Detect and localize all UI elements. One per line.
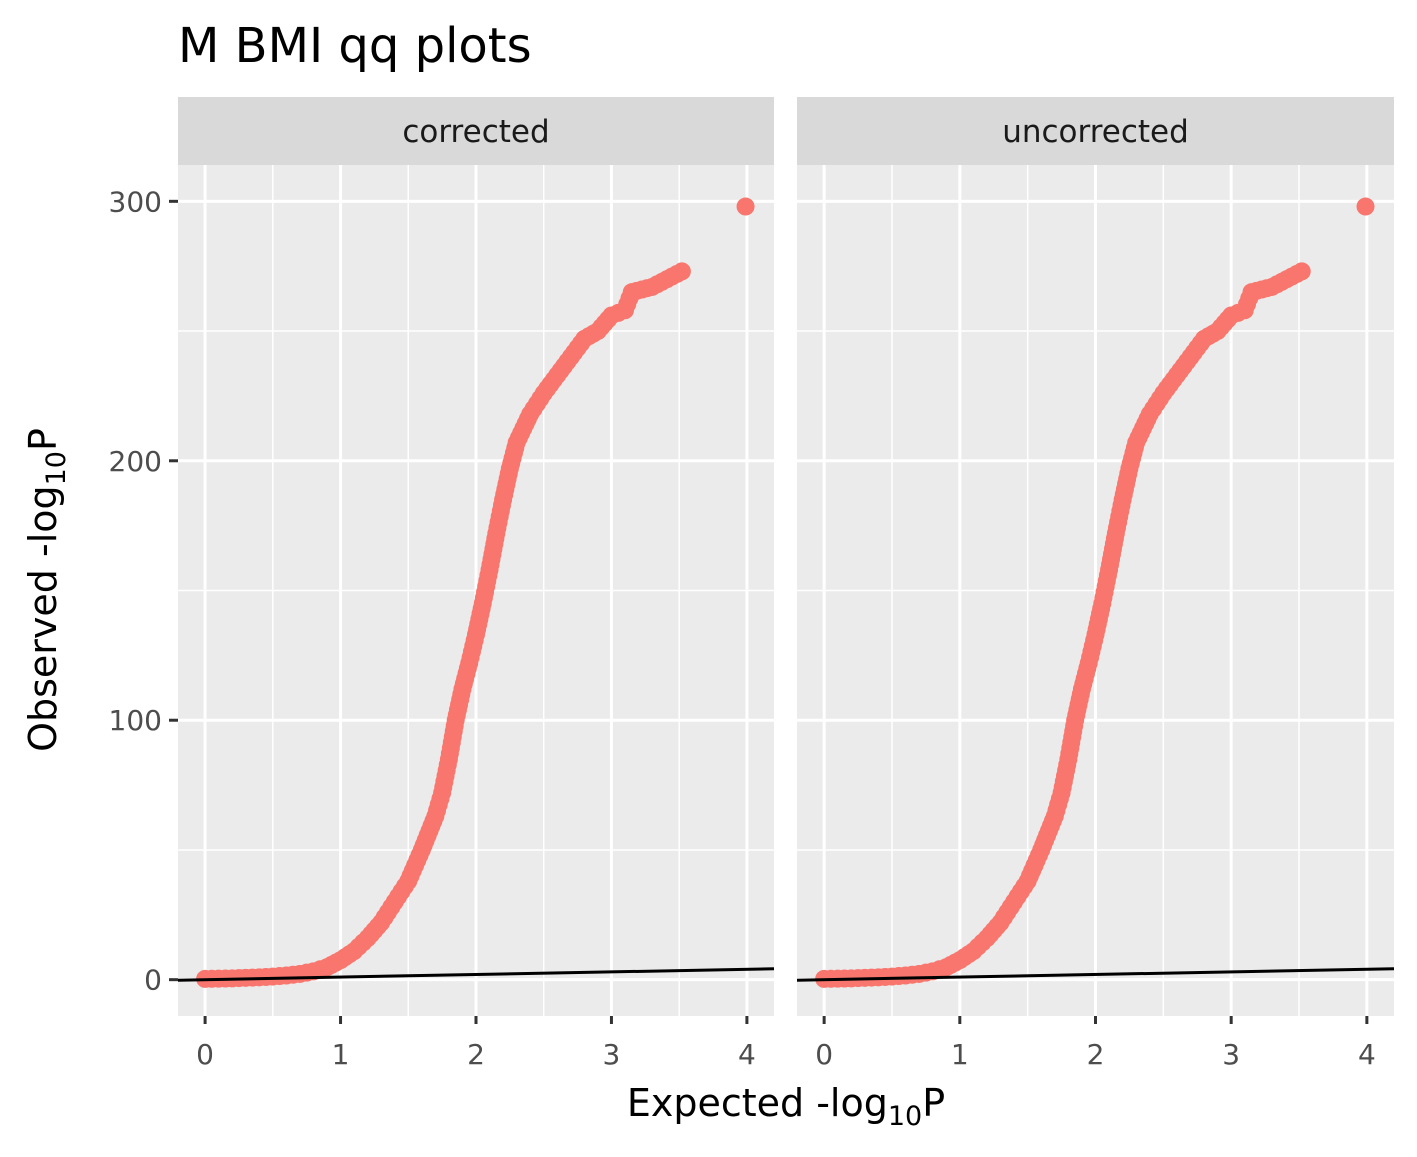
y-axis-title: Observed -log10P <box>21 428 72 752</box>
x-tick-label: 3 <box>603 1038 621 1071</box>
strip-label: corrected <box>402 114 549 150</box>
strip-background <box>178 97 774 165</box>
chart-title: M BMI qq plots <box>178 18 532 74</box>
points <box>196 197 755 988</box>
panel-uncorrected: uncorrected 0 1 2 3 4 <box>796 97 1395 1071</box>
y-axis-title-tail: P <box>21 428 65 451</box>
strip-label: uncorrected <box>1002 114 1189 150</box>
y-axis-title-main: Observed -log <box>21 485 65 752</box>
x-axis-title-tail: P <box>922 1081 945 1125</box>
y-tick-label: 0 <box>144 964 162 997</box>
x-tick-label: 0 <box>815 1038 833 1071</box>
x-tick-label: 0 <box>196 1038 214 1071</box>
x-tick-label: 3 <box>1222 1038 1240 1071</box>
x-tick-label: 2 <box>1087 1038 1105 1071</box>
y-tick-label: 200 <box>109 445 162 478</box>
x-tick-label: 2 <box>467 1038 485 1071</box>
y-tick-label: 100 <box>109 704 162 737</box>
x-tick-label: 4 <box>1358 1038 1376 1071</box>
qq-point <box>736 197 755 216</box>
panel-corrected: corrected 0 1 2 3 4 <box>177 97 775 1071</box>
x-tick-label: 1 <box>951 1038 969 1071</box>
y-axis-title-subscript: 10 <box>41 451 72 485</box>
x-axis-title-subscript: 10 <box>888 1101 922 1132</box>
x-tick-label: 1 <box>332 1038 350 1071</box>
y-axis: 0 100 200 300 <box>109 185 178 997</box>
qq-point <box>1292 262 1311 281</box>
x-axis-title-main: Expected -log <box>627 1081 888 1125</box>
qq-point <box>1356 197 1375 216</box>
x-tick-label: 4 <box>738 1038 756 1071</box>
reference-line <box>796 967 1395 982</box>
x-axis-title: Expected -log10P <box>627 1081 945 1132</box>
qq-point <box>672 262 691 281</box>
reference-line <box>177 967 775 982</box>
points <box>815 197 1375 988</box>
facet-panels: corrected 0 1 2 3 4 uncorrected 0 1 2 3 4 <box>177 97 1395 1071</box>
strip-background <box>797 97 1394 165</box>
y-tick-label: 300 <box>109 185 162 218</box>
